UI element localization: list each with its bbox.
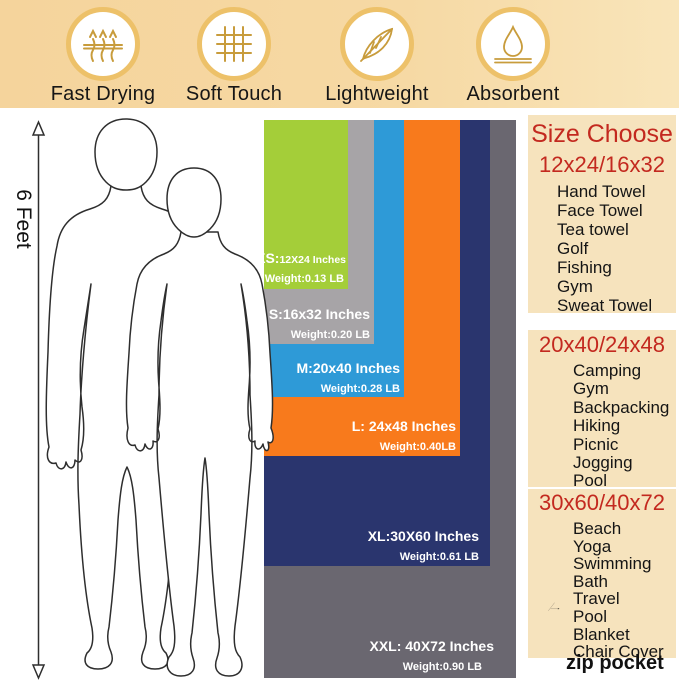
size-group-item: Swimming: [573, 554, 652, 574]
size-guide-panel-3: 30x60/40x72 Beach Yoga Swimming Bath Tra…: [528, 489, 676, 661]
feature-fast-drying: Fast Drying: [18, 0, 188, 106]
size-group-items-1: Hand Towel Face Towel Tea towel Golf Fis…: [528, 182, 676, 315]
feature-soft-touch: Soft Touch: [149, 0, 319, 106]
size-guide-panel-2: 20x40/24x48 Camping Gym Backpacking Hiki…: [528, 330, 676, 490]
size-group-item: Picnic: [573, 434, 619, 454]
steam-icon: [66, 7, 140, 81]
size-group-item: Beach: [573, 519, 622, 538]
fabric-icon: [197, 7, 271, 81]
droplet-icon: [476, 7, 550, 81]
size-group-item: Backpacking: [573, 397, 670, 417]
size-group-heading-1: 12x24/16x32: [539, 152, 665, 177]
height-scale-label: 6 Feet: [12, 189, 35, 249]
feature-band: Fast Drying Soft Touch Lightweight: [0, 0, 679, 108]
size-group-item: Face Towel: [557, 201, 643, 220]
towel-weight-label: Weight:0.13 LB: [264, 273, 344, 285]
size-group-item: Gym: [557, 277, 593, 296]
size-group-item: Chair Cover: [573, 642, 664, 662]
towel-size-label: S:16x32 Inches: [268, 306, 370, 322]
feature-label: Lightweight: [325, 83, 429, 105]
towel-weight-label: Weight:0.90 LB: [402, 661, 482, 673]
towel-xs: XS:12X24 Inches Weight:0.13 LB: [256, 120, 348, 289]
size-group-item: Travel: [573, 589, 620, 609]
size-group-item: Yoga: [573, 536, 612, 556]
towel-weight-label: Weight:0.20 LB: [290, 329, 370, 341]
towel-size-label: XL:30X60 Inches: [367, 528, 479, 544]
size-group-item: Pool: [573, 606, 608, 626]
size-group-item: Camping: [573, 361, 642, 380]
size-group-heading-2: 20x40/24x48: [539, 332, 665, 357]
towel-weight-label: Weight:0.28 LB: [320, 383, 400, 395]
size-group-item: Jogging: [573, 453, 633, 473]
size-group-item: Pool: [573, 471, 608, 491]
towel-size-label: XS:12X24 Inches: [256, 250, 346, 266]
size-group-item: Hiking: [573, 416, 621, 436]
zip-pocket-label: zip pocket: [566, 652, 664, 674]
size-group-item: Golf: [557, 239, 589, 258]
feature-absorbent: Absorbent: [428, 0, 598, 106]
towel-size-label: XXL: 40X72 Inches: [369, 638, 494, 654]
size-group-item: Bath: [573, 571, 608, 591]
size-group-items-3: Beach Yoga Swimming Bath Travel Pool Bla…: [528, 520, 676, 661]
towel-size-label: M:20x40 Inches: [296, 360, 401, 376]
size-guide-title: Size Choose: [531, 120, 673, 148]
feature-label: Absorbent: [466, 83, 560, 105]
size-group-item: Blanket: [573, 624, 630, 644]
size-group-item: Tea towel: [557, 220, 629, 239]
size-group-items-2: Camping Gym Backpacking Hiking Picnic Jo…: [528, 361, 676, 491]
human-figures: [31, 118, 274, 680]
feature-lightweight: Lightweight: [292, 0, 462, 106]
size-group-heading-3: 30x60/40x72: [539, 490, 665, 515]
feather-icon: [340, 7, 414, 81]
size-group-item: Fishing: [557, 258, 612, 277]
size-group-item: Sweat Towel: [557, 296, 653, 315]
towel-weight-label: Weight:0.40LB: [379, 441, 456, 453]
height-arrow: [31, 120, 46, 680]
towel-size-label: L: 24x48 Inches: [351, 418, 456, 434]
size-guide-panel-1: Size Choose 12x24/16x32 Hand Towel Face …: [528, 115, 676, 315]
size-group-item: Gym: [573, 379, 609, 399]
person-outline-woman: [125, 167, 274, 677]
towel-weight-label: Weight:0.61 LB: [399, 551, 479, 563]
zip-pocket-callout-arrow: [548, 602, 560, 611]
feature-label: Fast Drying: [50, 83, 156, 105]
feature-label: Soft Touch: [185, 83, 283, 105]
size-group-item: Hand Towel: [557, 182, 646, 201]
